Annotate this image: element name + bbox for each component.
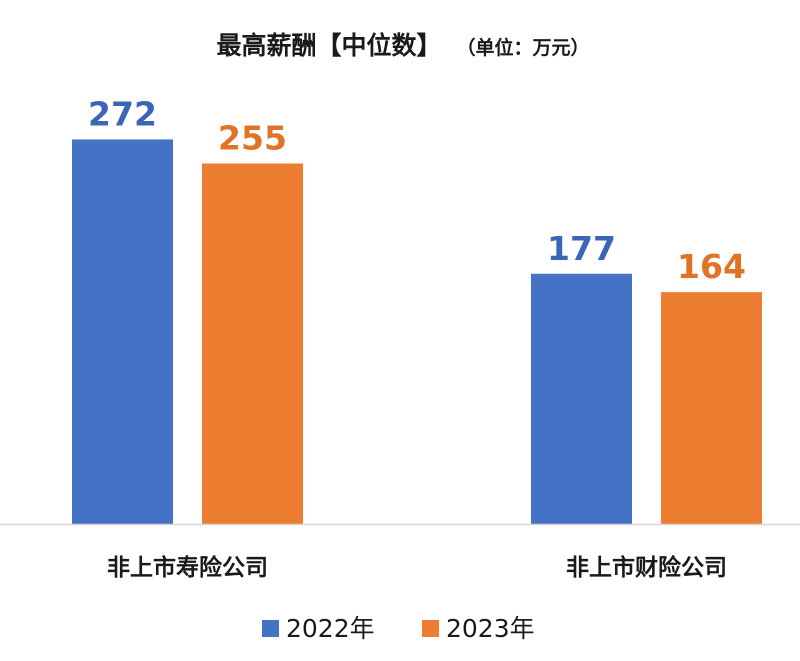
legend: 2022年 2023年: [262, 614, 535, 643]
data-label-1-series-2: 255: [218, 118, 287, 157]
bars-group: 272 177 255 164: [72, 94, 762, 524]
chart-title-main: 最高薪酬【中位数】: [216, 31, 441, 60]
data-label-2-series-1: 177: [547, 229, 616, 268]
bar-1-series-1: [72, 139, 173, 524]
legend-swatch-2: [422, 620, 439, 637]
category-label-1: 非上市寿险公司: [107, 554, 268, 581]
bar-1-series-2: [202, 163, 303, 524]
bar-2-series-2: [661, 292, 762, 524]
data-label-2-series-2: 164: [677, 247, 746, 286]
category-labels: 非上市寿险公司 非上市财险公司: [107, 554, 727, 581]
legend-label-1: 2022年: [286, 614, 375, 643]
data-label-1-series-1: 272: [88, 94, 157, 133]
chart-title: 最高薪酬【中位数】 （单位：万元）: [216, 31, 589, 60]
category-label-2: 非上市财险公司: [566, 554, 727, 581]
chart-title-unit: （单位：万元）: [457, 36, 590, 59]
legend-label-2: 2023年: [446, 614, 535, 643]
legend-swatch-1: [262, 620, 279, 637]
bar-2-series-1: [531, 273, 632, 524]
